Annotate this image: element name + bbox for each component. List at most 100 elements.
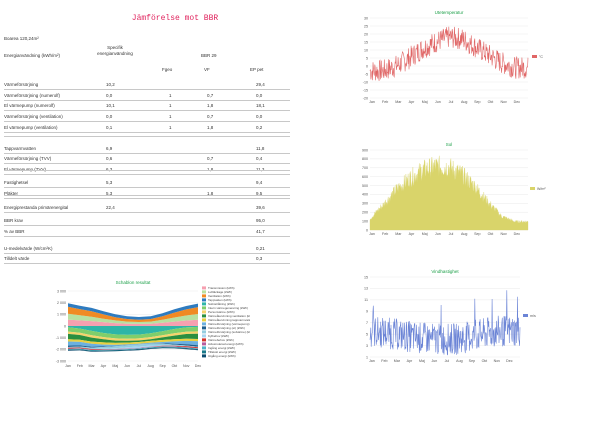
x-tick-label: Apr	[409, 232, 415, 236]
table-row: Energiprestanda primärenergital 22,4 39,6	[4, 201, 290, 213]
table-row: Värmeförsörjning 10,2 29,4	[4, 78, 290, 90]
chart-title: Schablon resultat	[116, 280, 152, 285]
row-label: El värmepump (TVV)	[4, 167, 47, 172]
y-tick-label: 9	[366, 310, 368, 314]
y-tick-label: 25	[364, 24, 368, 28]
x-tick-label: Jul	[445, 359, 450, 363]
row-value: 6,3	[106, 167, 113, 172]
y-tick-label: -2 000	[56, 348, 66, 352]
legend-swatch	[202, 306, 206, 310]
row-value: 10,2	[106, 82, 115, 87]
x-tick-label: Nov	[183, 364, 190, 368]
x-tick-label: Nov	[500, 232, 507, 236]
stacked-area-series	[68, 326, 198, 335]
legend-label: °C	[539, 55, 543, 59]
col-header-specific: Specifik energianvändning	[97, 45, 133, 56]
legend-swatch	[202, 294, 206, 298]
x-tick-label: Nov	[494, 359, 501, 363]
x-tick-label: Jan	[65, 364, 71, 368]
table-row: El värmepump (numerolf) 10,1 1 1,8 18,1	[4, 99, 290, 111]
y-tick-label: 5	[366, 56, 368, 60]
row-divider	[4, 136, 290, 137]
x-tick-label: Nov	[500, 100, 507, 104]
x-tick-label: Dec	[514, 100, 521, 104]
row-label: Tilldelt värde	[4, 256, 30, 261]
x-tick-label: Jan	[369, 359, 375, 363]
row-label: % av BBR	[4, 229, 25, 234]
legend-label: Solinstrålning (kWh)	[208, 302, 235, 306]
row-value: 1	[169, 103, 172, 108]
legend-swatch	[202, 342, 206, 346]
row-label: BBR krav	[4, 218, 24, 223]
table-row: Värmeförsörjning (TVV) 0,6 0,7 0,4	[4, 152, 290, 164]
y-tick-label: 11	[364, 298, 368, 302]
row-value: 0,0	[256, 114, 263, 119]
x-tick-label: Sep	[469, 359, 475, 363]
row-value: 5,3	[106, 180, 113, 185]
y-tick-label: 300	[362, 202, 368, 206]
x-tick-label: Jul	[449, 232, 454, 236]
stacked-area-series	[68, 303, 198, 320]
row-value: 18,1	[256, 103, 265, 108]
row-value: 0,6	[106, 156, 113, 161]
legend-label: Värmeåtervinning tappvarmvatten (kWh)	[208, 318, 250, 322]
row-label: Energiprestanda primärenergital	[4, 205, 69, 210]
row-label: Tappvarmvatten	[4, 146, 37, 151]
legend-swatch	[202, 346, 206, 350]
x-tick-label: Apr	[407, 359, 413, 363]
legend-label: Värmeförsörjning (värmepump) (kWh)	[208, 322, 250, 326]
legend-swatch	[202, 318, 206, 322]
row-value: 0,7	[207, 114, 214, 119]
legend-swatch	[530, 187, 535, 190]
x-tick-label: Okt	[488, 100, 494, 104]
row-divider	[4, 236, 290, 237]
stacked-area-series	[68, 338, 198, 345]
y-tick-label: 20	[364, 32, 368, 36]
y-tick-label: 800	[362, 157, 368, 161]
x-tick-label: Jun	[435, 232, 441, 236]
row-value: 0,7	[207, 93, 214, 98]
x-tick-label: Maj	[422, 232, 428, 236]
legend-label: Värmeåtervinning ventilation (kWh)	[208, 314, 250, 318]
x-tick-label: Dec	[506, 359, 513, 363]
row-value: 9,4	[256, 180, 263, 185]
x-tick-label: Aug	[148, 364, 154, 368]
x-tick-label: Feb	[382, 100, 388, 104]
stacked-area-series	[68, 331, 198, 341]
row-value: 95,0	[256, 218, 265, 223]
y-tick-label: -20	[363, 96, 368, 100]
table-row: El värmepump (TVV) 6,3 1,8 11,3	[4, 163, 290, 175]
row-value: 0,3	[256, 256, 263, 261]
y-tick-label: 900	[362, 148, 368, 152]
legend-swatch	[202, 334, 206, 338]
y-tick-label: -15	[363, 88, 368, 92]
x-tick-label: Aug	[456, 359, 462, 363]
col-header-vf: VF	[204, 67, 210, 72]
table-row: Pläkter 5,3 1,8 9,5	[4, 187, 290, 199]
row-value: 1	[169, 125, 172, 130]
stacked-area-series	[68, 343, 198, 349]
row-value: 6,9	[106, 146, 113, 151]
x-tick-label: Jan	[369, 100, 375, 104]
stacked-area-series	[68, 345, 198, 349]
row-value: 1,8	[207, 167, 214, 172]
y-tick-label: 2 000	[57, 301, 66, 305]
y-tick-label: 0	[64, 324, 66, 328]
stacked-area-series	[68, 343, 198, 348]
y-tick-label: -5	[365, 72, 368, 76]
x-tick-label: Feb	[77, 364, 83, 368]
chart-title: Utetemperatur	[435, 10, 464, 15]
row-label: Pläkter	[4, 191, 19, 196]
legend-swatch	[202, 326, 206, 330]
row-label: Värmeförsörjning (numerolf)	[4, 93, 61, 98]
row-value: 0,4	[256, 156, 263, 161]
y-tick-label: 10	[364, 48, 368, 52]
y-tick-label: 3	[366, 344, 368, 348]
x-tick-label: Aug	[461, 232, 467, 236]
row-value: 0,1	[106, 125, 113, 130]
row-label: El värmepump (ventilation)	[4, 125, 58, 130]
legend-label: m/s	[530, 314, 536, 318]
y-tick-label: 15	[364, 275, 368, 279]
row-value: 11,3	[256, 167, 265, 172]
